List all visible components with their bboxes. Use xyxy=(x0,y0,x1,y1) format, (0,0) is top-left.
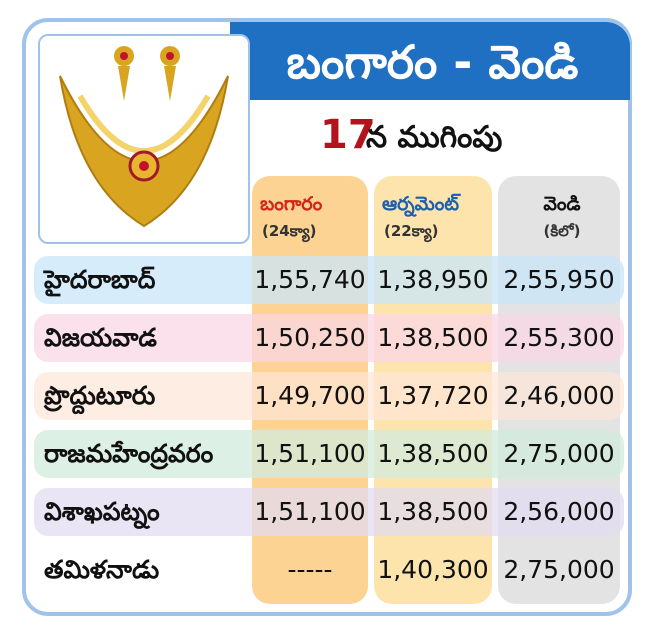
date-suffix: న ముగింపు xyxy=(366,120,503,155)
price: 2,56,000 xyxy=(503,497,615,526)
city: ప్రొద్దుటూరు xyxy=(44,381,156,410)
price: 1,40,300 xyxy=(377,555,489,584)
price: 2,75,000 xyxy=(503,439,615,468)
price: 1,38,500 xyxy=(377,323,489,352)
price: 2,55,950 xyxy=(503,265,615,294)
table-row xyxy=(34,372,624,420)
title-bar xyxy=(230,22,630,100)
price: ----- xyxy=(287,555,333,584)
price: 1,38,950 xyxy=(377,265,489,294)
price: 1,38,500 xyxy=(377,439,489,468)
column-unit: (24క్యా) xyxy=(262,222,317,240)
table-row xyxy=(34,314,624,362)
city: తమిళనాడు xyxy=(44,555,160,584)
city: హైదరాబాద్ xyxy=(44,265,156,294)
price: 1,55,740 xyxy=(254,265,366,294)
city: విశాఖపట్నం xyxy=(44,497,160,526)
city: రాజమహేంద్రవరం xyxy=(44,439,214,468)
title: బంగారం - వెండి xyxy=(286,35,579,89)
price: 2,75,000 xyxy=(503,555,615,584)
column-name: ఆర్నమెంట్ xyxy=(382,193,460,215)
price: 1,37,720 xyxy=(377,381,489,410)
column-name: వెండి xyxy=(543,193,581,215)
necklace-image xyxy=(38,34,250,244)
table-row xyxy=(34,256,624,304)
table-row xyxy=(34,488,624,536)
price: 1,49,700 xyxy=(254,381,366,410)
column-name: బంగారం xyxy=(260,193,323,215)
table-row xyxy=(34,430,624,478)
price: 1,38,500 xyxy=(377,497,489,526)
price: 1,51,100 xyxy=(254,439,366,468)
necklace-drawing xyxy=(59,46,229,228)
price: 2,55,300 xyxy=(503,323,615,352)
city: విజయవాడ xyxy=(44,323,157,352)
column-unit: (కిలో) xyxy=(543,222,581,240)
column-unit: (22క్యా) xyxy=(384,222,439,240)
date: 17 xyxy=(320,112,376,158)
price: 1,50,250 xyxy=(254,323,366,352)
price: 1,51,100 xyxy=(254,497,366,526)
price: 2,46,000 xyxy=(503,381,615,410)
